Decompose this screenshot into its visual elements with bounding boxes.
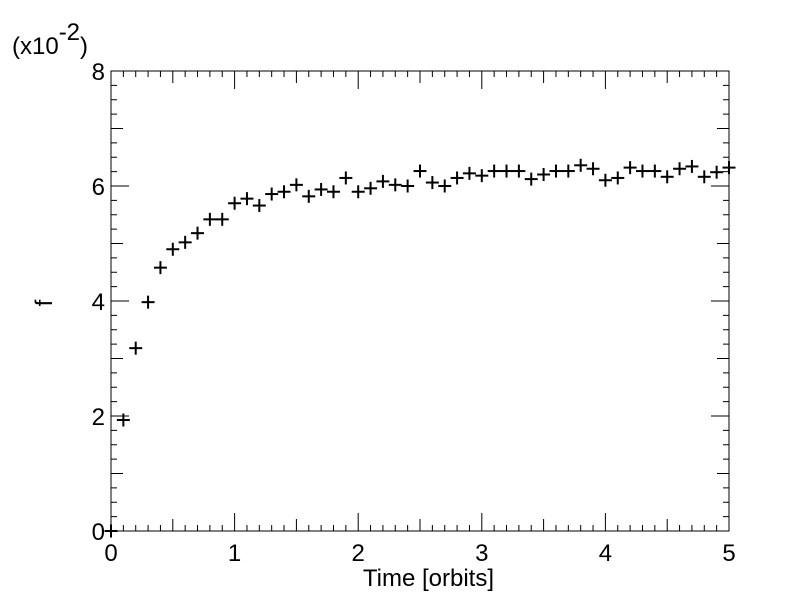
data-point [673,162,687,176]
x-tick-label: 3 [475,540,488,567]
data-point [166,242,180,256]
data-point [623,161,637,175]
data-point [289,178,303,192]
x-axis-label: Time [orbits] [363,565,494,592]
x-tick-label: 5 [722,540,735,567]
data-point [537,168,551,181]
data-point [277,185,291,199]
x-tick-labels: 0 1 2 3 4 5 [104,540,735,567]
data-point [129,341,143,355]
y-tick-label: 8 [92,59,105,86]
data-point [586,162,600,176]
data-point [487,164,501,178]
x-tick-label: 1 [228,540,241,567]
y-tick-label: 0 [92,519,105,546]
data-points [104,158,736,538]
data-point [203,212,217,226]
y-tick-label: 2 [92,404,105,431]
data-point [141,295,155,309]
data-point [685,159,699,173]
data-point [339,171,353,185]
data-point [462,166,476,180]
data-point [178,235,192,249]
data-point [413,164,427,178]
data-point [265,187,279,201]
data-point [302,189,316,203]
data-point [326,185,340,199]
data-point [252,199,266,213]
x-tick-label: 4 [599,540,612,567]
data-point [153,261,167,275]
data-point [512,164,526,178]
data-point [648,164,662,178]
data-point [240,192,254,206]
data-point [598,173,612,187]
data-point [697,170,711,184]
plot-frame [110,70,730,532]
y-axis-multiplier: (x10-2) [12,19,88,60]
data-point [364,181,378,195]
data-point [561,164,575,178]
y-axis-label: f [31,299,58,306]
data-point [376,174,390,188]
data-point [438,179,452,193]
data-point [228,196,242,210]
data-point [710,165,724,179]
data-point [388,178,402,192]
data-point [191,226,205,240]
y-tick-label: 6 [92,174,105,201]
y-tick-labels: 0 2 4 6 8 [92,59,105,546]
data-point [722,161,736,175]
data-point [549,164,563,178]
data-point [660,170,674,184]
x-tick-label: 0 [104,540,117,567]
data-point [635,164,649,178]
data-point [425,176,439,190]
data-point [611,171,625,185]
data-point [500,164,514,178]
data-point [351,185,365,199]
data-point [215,212,229,226]
data-point [116,413,130,427]
data-point [475,169,489,183]
axis-ticks [110,70,730,532]
data-point [401,179,415,193]
data-point [524,172,538,186]
x-tick-label: 2 [352,540,365,567]
data-point [104,524,118,538]
data-point [574,158,588,172]
data-point [314,182,328,196]
y-tick-label: 4 [92,289,105,316]
data-point [450,171,464,185]
